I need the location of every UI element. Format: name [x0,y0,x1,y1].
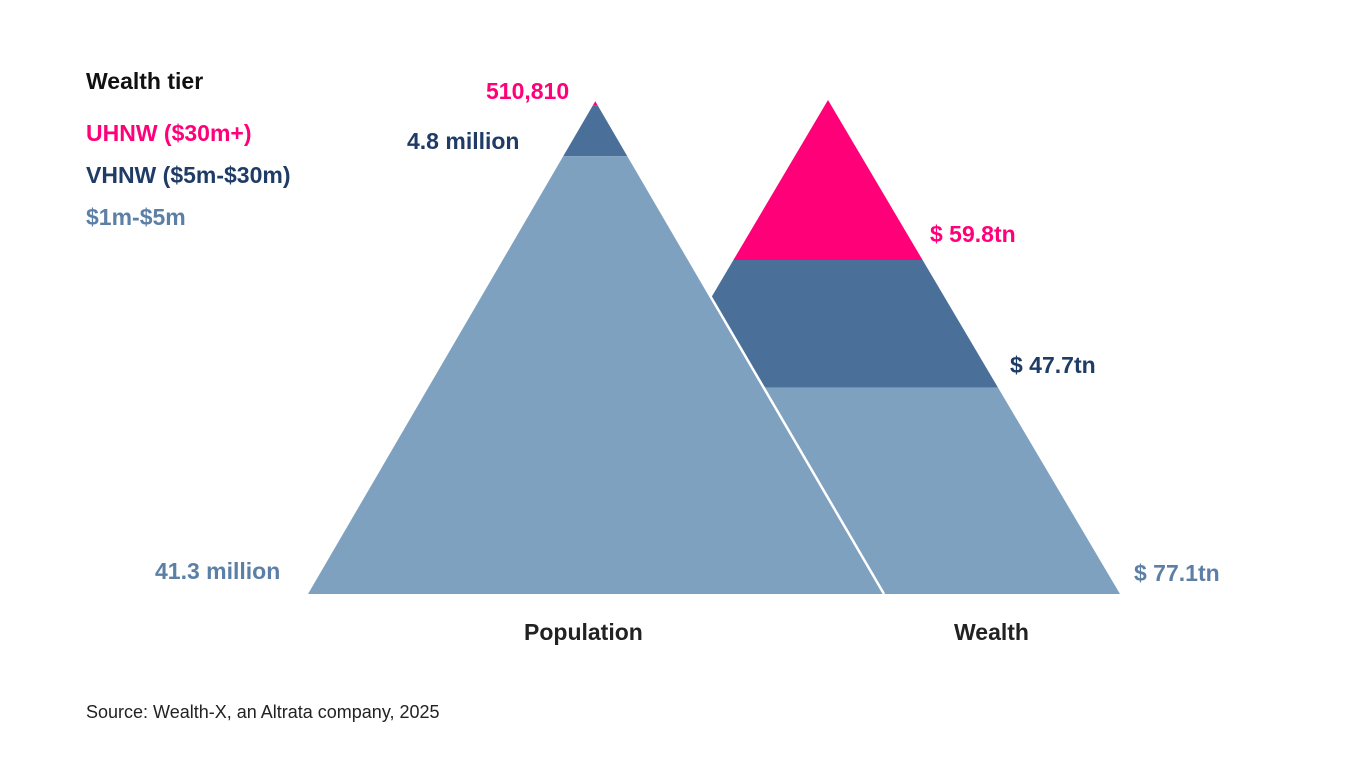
population-band-1 [563,105,629,157]
legend-uhnw: UHNW ($30m+) [86,120,252,146]
wealth-vhnw-label: $ 47.7tn [1010,352,1096,378]
population-axis-label: Population [524,619,643,645]
population-edge-divider [594,99,886,595]
legend-vhnw: VHNW ($5m-$30m) [86,162,291,188]
population-1m-5m-label: 41.3 million [155,558,281,584]
population-pyramid [308,99,886,595]
source-note: Source: Wealth-X, an Altrata company, 20… [86,702,440,722]
wealth-1m-5m-label: $ 77.1tn [1134,560,1220,586]
wealth-band-0 [733,100,923,261]
wealth-uhnw-label: $ 59.8tn [930,221,1016,247]
wealth-axis-label: Wealth [954,619,1029,645]
legend-title: Wealth tier [86,68,204,94]
population-vhnw-label: 4.8 million [407,128,520,154]
population-uhnw-label: 510,810 [486,78,570,104]
legend-1m-5m: $1m-$5m [86,204,186,230]
population-band-2 [308,156,884,595]
